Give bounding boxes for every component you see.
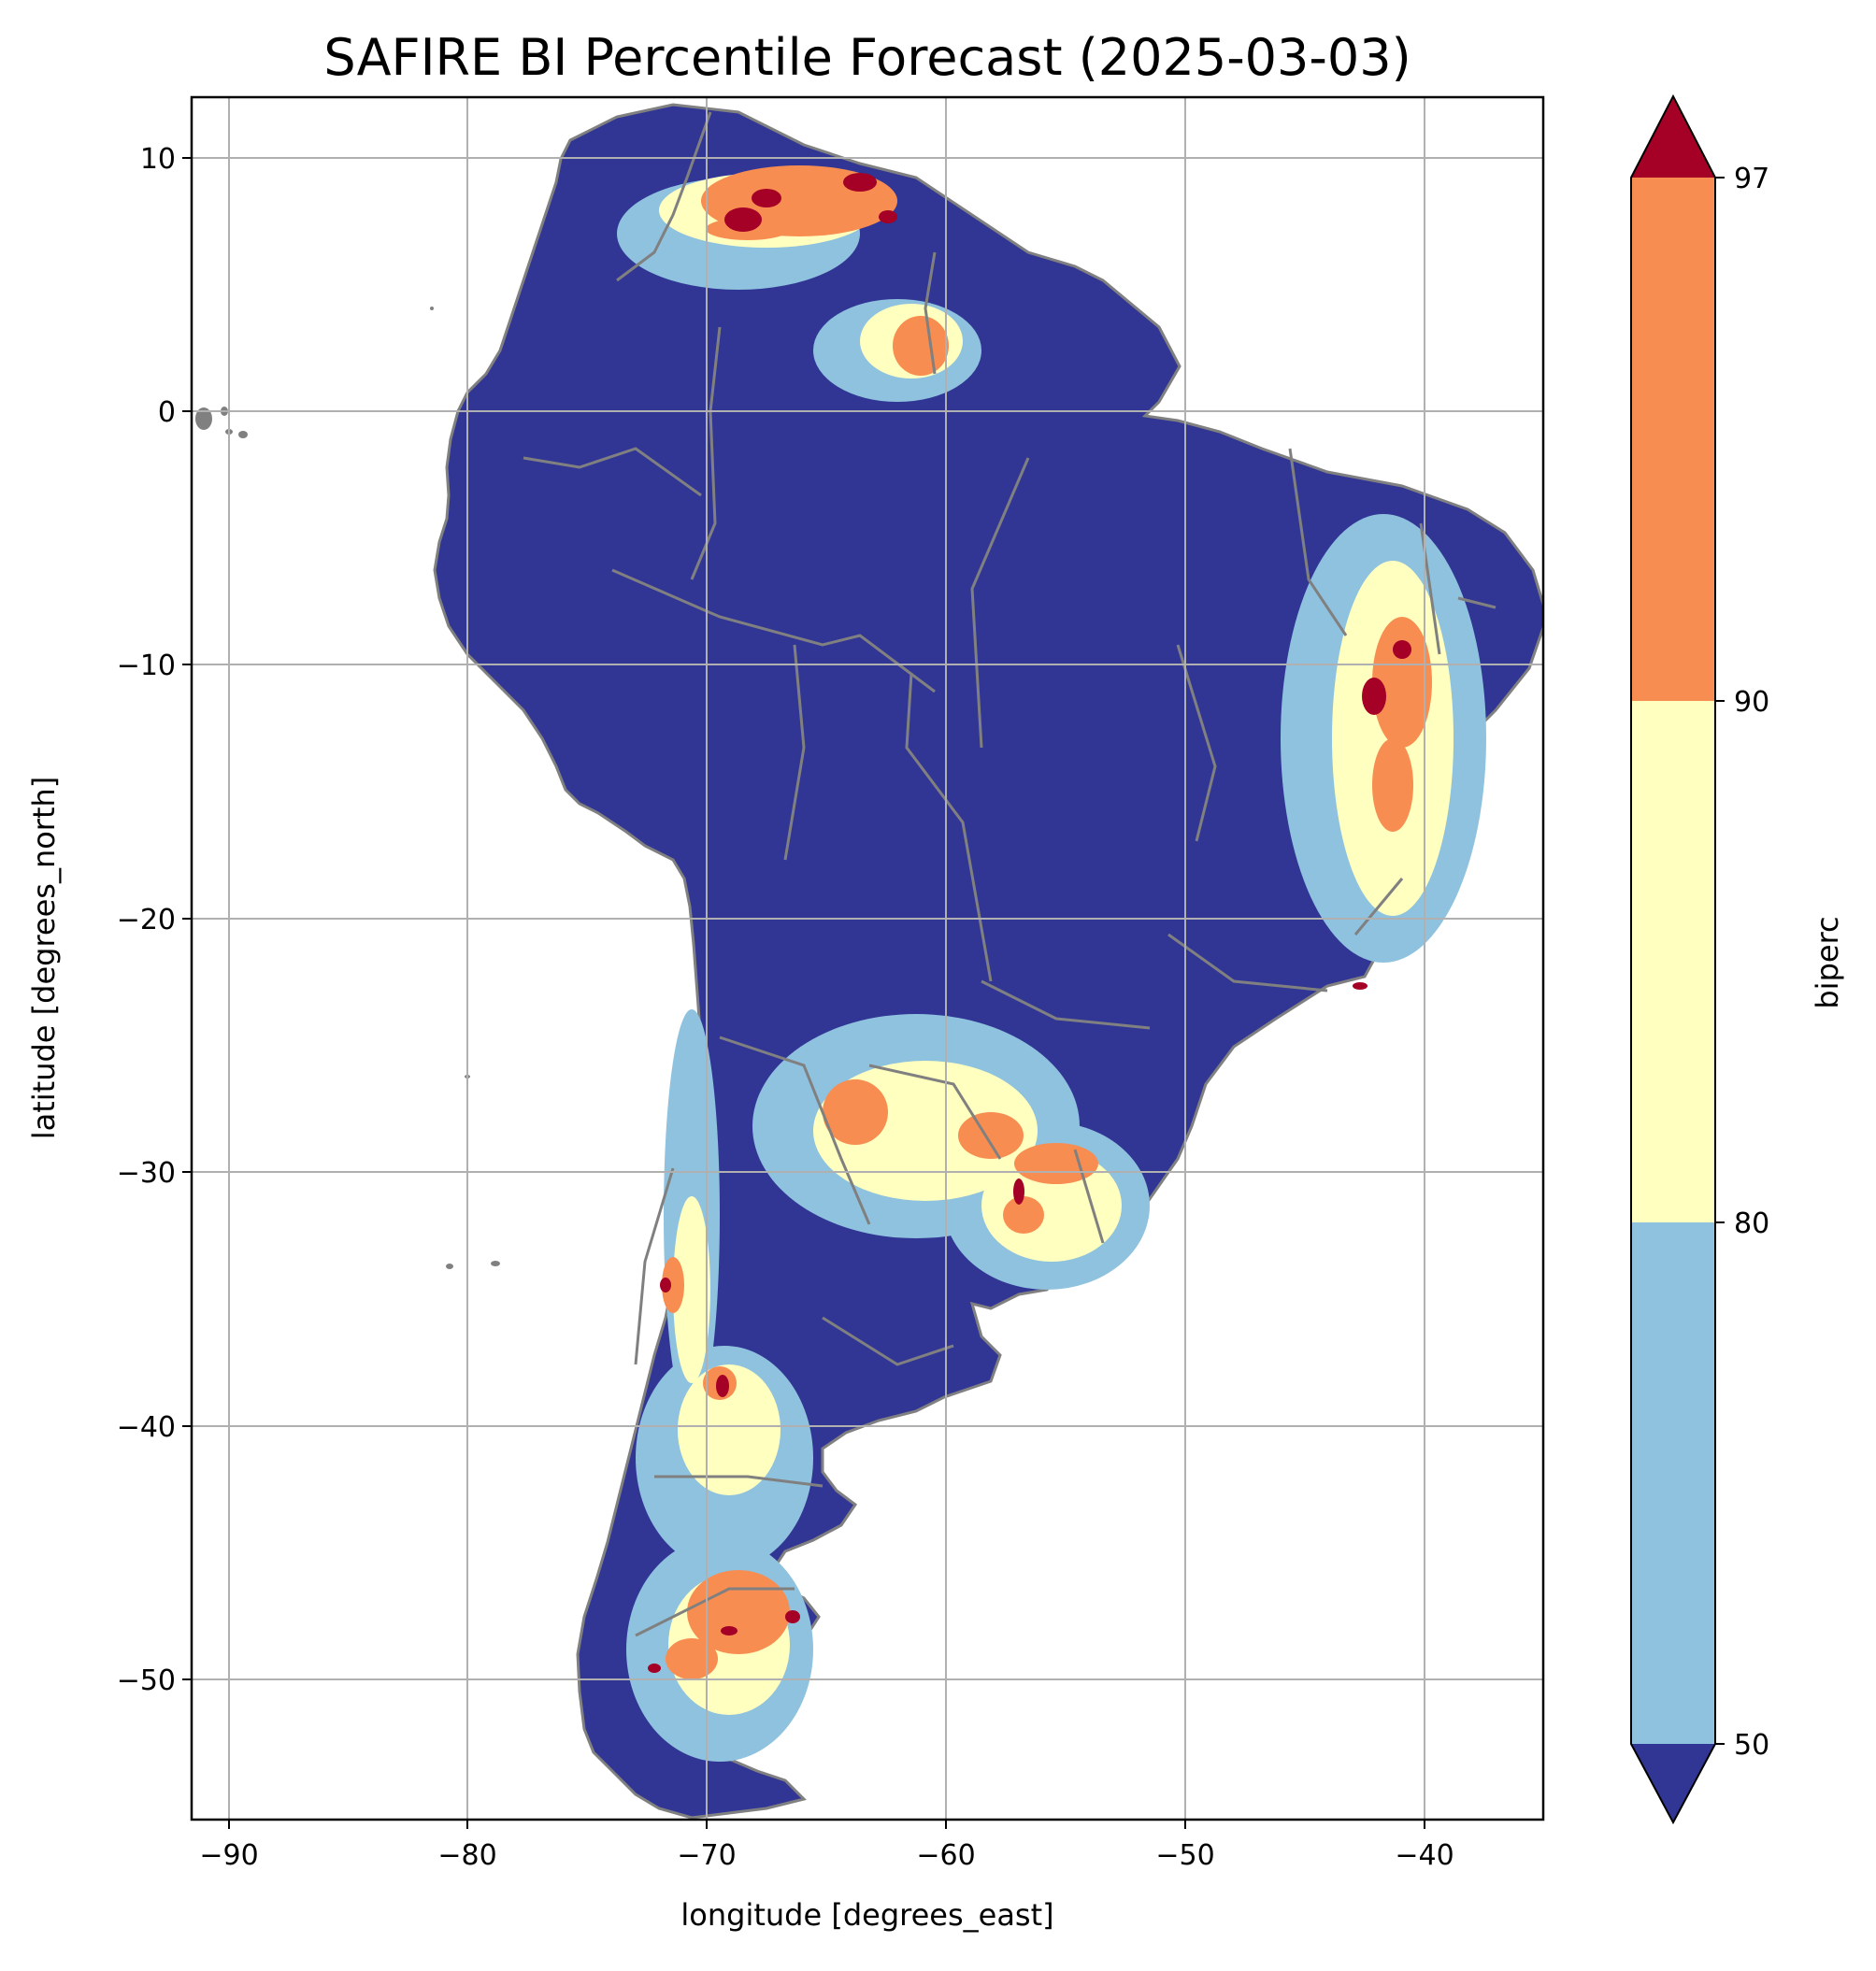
colorbar-tick-label: 90 [1734, 686, 1769, 719]
admin-boundaries [523, 111, 1497, 1637]
colorbar-segment-80-90 [1631, 701, 1715, 1222]
y-tick-label: −20 [117, 904, 176, 936]
colorbar-tick-label: 97 [1734, 163, 1769, 195]
y-tick-label: −40 [117, 1411, 176, 1444]
colorbar-segment-90-97 [1631, 178, 1715, 701]
y-tick-label: −30 [117, 1157, 176, 1190]
y-tick-label: −50 [117, 1664, 176, 1697]
y-axis-label: latitude [degrees_north] [26, 777, 62, 1140]
x-axis: −90 −80 −70 −60 −50 −40 longitude [degre… [199, 1820, 1454, 1933]
y-tick-label: −10 [117, 650, 176, 682]
chart-title: SAFIRE BI Percentile Forecast (2025-03-0… [323, 28, 1411, 87]
x-tick-label: −80 [437, 1839, 496, 1872]
x-tick-label: −40 [1395, 1839, 1454, 1872]
x-tick-label: −60 [916, 1839, 975, 1872]
class-over-97-areas [648, 173, 1411, 1673]
y-tick-label: 0 [158, 396, 176, 429]
y-axis: 10 0 −10 −20 −30 −40 −50 latitude [degre… [26, 143, 192, 1697]
map-frame [190, 95, 1545, 1821]
class-90-97-areas [662, 165, 1432, 1679]
colorbar: 97 90 80 50 biperc [1630, 93, 1845, 1825]
land-layer [195, 103, 1543, 1820]
x-tick-label: −90 [199, 1839, 258, 1872]
gridlines [192, 97, 1543, 1820]
colorbar-tick-label: 50 [1734, 1729, 1769, 1762]
colorbar-label: biperc [1810, 916, 1845, 1008]
y-tick-label: 10 [140, 143, 176, 176]
x-axis-label: longitude [degrees_east] [680, 1897, 1053, 1933]
x-tick-label: −50 [1155, 1839, 1214, 1872]
x-tick-label: −70 [677, 1839, 736, 1872]
map-panel: −90 −80 −70 −60 −50 −40 longitude [degre… [26, 95, 1545, 1933]
colorbar-over-triangle [1631, 96, 1715, 178]
juan-fernandez-islands [430, 307, 500, 1269]
colorbar-tick-label: 80 [1734, 1207, 1769, 1240]
colorbar-under-triangle [1631, 1744, 1715, 1822]
colorbar-segment-50-80 [1631, 1222, 1715, 1744]
